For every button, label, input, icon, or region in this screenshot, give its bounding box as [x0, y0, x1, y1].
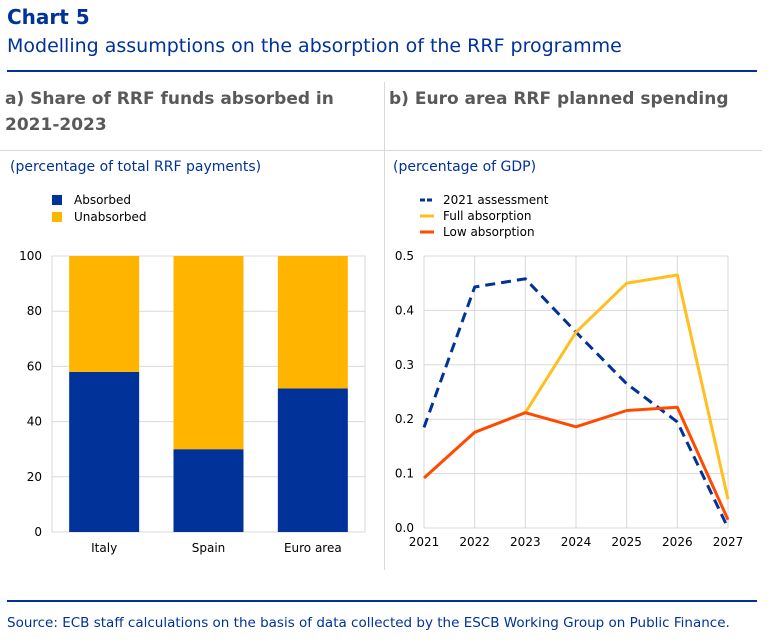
panel-a-y-tick-label: 40: [27, 415, 42, 429]
panel-b-y-tick-label: 0.2: [395, 412, 414, 426]
chart-number: Chart 5: [7, 5, 90, 29]
panel-a-y-tick-label: 60: [27, 359, 42, 373]
bar-unabsorbed-euro-area: [277, 256, 348, 389]
bar-absorbed-euro-area: [277, 388, 348, 532]
legend-a-swatch-unabsorbed: [52, 212, 62, 222]
legend-a-swatch-absorbed: [52, 195, 62, 205]
panel-b-title: b) Euro area RRF planned spending: [389, 89, 729, 109]
legend-b-label-full-absorption: Full absorption: [443, 209, 531, 223]
chart-title: Modelling assumptions on the absorption …: [7, 35, 622, 57]
bottom-rule: [7, 600, 757, 602]
bar-unabsorbed-spain: [173, 256, 244, 450]
panel-a-x-tick-label: Euro area: [284, 541, 342, 555]
panel-b-y-tick-label: 0.1: [395, 467, 414, 481]
panel-b-x-tick-label: 2023: [510, 535, 541, 549]
legend-b-label-2021-assessment: 2021 assessment: [443, 193, 549, 207]
panel-a-x-tick-label: Spain: [192, 541, 226, 555]
panel-b-y-tick-label: 0.3: [395, 358, 414, 372]
bar-absorbed-spain: [173, 449, 244, 532]
legend-b-label-low-absorption: Low absorption: [443, 225, 535, 239]
legend-a-label-absorbed: Absorbed: [74, 193, 131, 207]
panel-a-y-tick-label: 100: [19, 249, 42, 263]
panel-a-y-tick-label: 0: [34, 525, 42, 539]
series-line-full-absorption: [524, 273, 730, 500]
panel-b-x-tick-label: 2025: [611, 535, 642, 549]
panel-divider: [384, 82, 385, 570]
top-rule: [7, 70, 757, 72]
legend-a-label-unabsorbed: Unabsorbed: [74, 210, 147, 224]
panel-a-unit: (percentage of total RRF payments): [10, 159, 262, 175]
panel-b-y-tick-label: 0.5: [395, 249, 414, 263]
panel-b-x-tick-label: 2022: [459, 535, 490, 549]
panel-a-title: a) Share of RRF funds absorbed in 2021-2…: [5, 89, 334, 135]
source-note: Source: ECB staff calculations on the ba…: [7, 615, 730, 631]
panel-header-divider: [0, 150, 762, 151]
panel-b-y-tick-label: 0.4: [395, 303, 414, 317]
series-line-low-absorption: [422, 405, 730, 521]
panel-b-y-tick-label: 0.0: [395, 521, 414, 535]
bar-unabsorbed-italy: [69, 256, 140, 372]
panel-a-x-tick-label: Italy: [91, 541, 117, 555]
panel-b-x-tick-label: 2027: [713, 535, 744, 549]
panel-b-unit: (percentage of GDP): [393, 159, 537, 175]
panel-b-x-tick-label: 2024: [561, 535, 592, 549]
panel-b-x-tick-label: 2021: [409, 535, 440, 549]
bar-absorbed-italy: [69, 371, 140, 532]
panel-b-x-tick-label: 2026: [662, 535, 693, 549]
panel-a-y-tick-label: 20: [27, 470, 42, 484]
panel-a-y-tick-label: 80: [27, 304, 42, 318]
